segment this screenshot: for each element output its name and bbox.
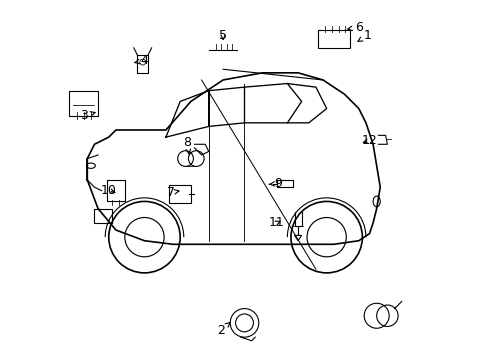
Text: 9: 9 — [268, 177, 282, 190]
Text: 12: 12 — [361, 134, 377, 147]
Bar — [94, 208, 112, 223]
Text: 2: 2 — [217, 323, 230, 337]
Text: 5: 5 — [219, 29, 226, 42]
Text: 8: 8 — [183, 136, 191, 154]
Text: 4: 4 — [134, 54, 148, 67]
Text: 1: 1 — [357, 29, 371, 42]
Text: 3: 3 — [81, 109, 95, 122]
Text: 7: 7 — [167, 186, 179, 199]
Text: 6: 6 — [347, 21, 362, 33]
Text: 10: 10 — [101, 184, 117, 197]
Text: 11: 11 — [268, 216, 284, 229]
